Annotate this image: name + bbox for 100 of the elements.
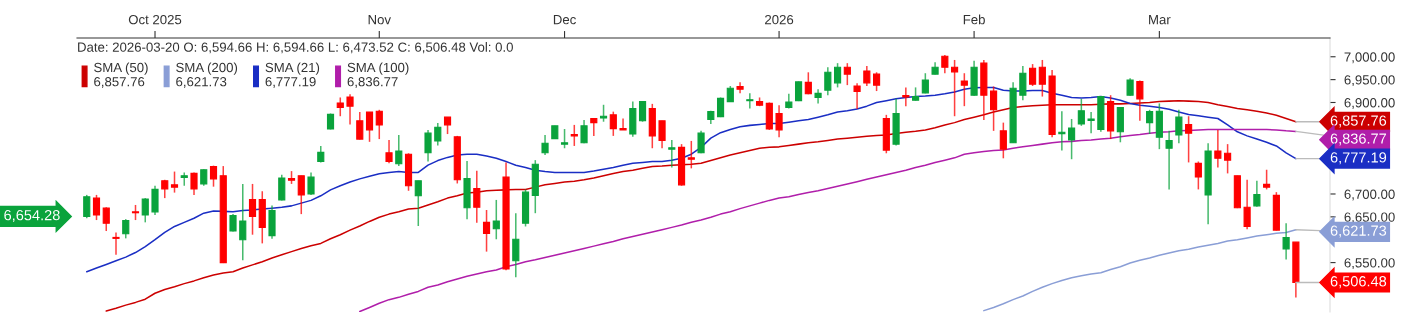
candlestick [170, 170, 179, 194]
text: 6,506.48 [1330, 276, 1387, 289]
candlestick [346, 93, 354, 126]
candlestick [92, 194, 101, 221]
candlestick [151, 184, 159, 216]
candlestick [112, 231, 120, 256]
candlestick [658, 120, 666, 150]
x-tick-label: Feb [963, 14, 985, 25]
candlestick [492, 199, 500, 241]
candlestick [1136, 79, 1144, 122]
candlestick [395, 134, 403, 167]
candlestick [473, 169, 481, 224]
data-label: 6,836.77 [1330, 133, 1387, 146]
candlestick [1077, 98, 1085, 127]
text: 6,836.77 [347, 77, 398, 88]
candlestick [668, 139, 676, 169]
candlestick [307, 171, 315, 196]
candlestick [356, 111, 364, 141]
legend-label: SMA (50) [94, 62, 148, 75]
y-tick-label: 7,000.00 [1344, 52, 1395, 64]
candlestick [619, 117, 627, 131]
candlestick [960, 72, 968, 107]
candlestick [141, 197, 149, 224]
candlestick [180, 171, 188, 187]
candlestick [560, 128, 569, 150]
candlestick [375, 109, 383, 140]
y-tick-label: 6,700.00 [1344, 189, 1395, 201]
candlestick [687, 140, 695, 170]
data-label: 6,777.19 [1330, 152, 1387, 165]
candlestick [1185, 115, 1193, 164]
candlestick [1194, 160, 1202, 191]
legend-label: SMA (100) [347, 62, 409, 75]
candlestick [248, 183, 257, 236]
text: 6,654.28 [4, 209, 60, 223]
candlestick [1087, 111, 1095, 134]
candlestick [863, 65, 871, 87]
candlestick [512, 212, 520, 279]
y-tick-label: 6,900.00 [1344, 98, 1395, 109]
text: 6,777.19 [265, 77, 316, 88]
candlestick [590, 117, 598, 137]
candlestick [1243, 179, 1251, 230]
candlestick [424, 129, 432, 163]
y-tick-label: 6,650.00 [1344, 212, 1395, 224]
candlestick [1214, 129, 1222, 169]
x-tick-label: Dec [553, 15, 576, 25]
candlestick [1253, 179, 1261, 208]
candlestick [853, 82, 861, 110]
candlestick [1068, 118, 1076, 160]
candlestick [843, 62, 851, 86]
text: 6,621.73 [176, 77, 227, 88]
candlestick [434, 122, 442, 147]
candlestick [873, 71, 881, 92]
candlestick [833, 62, 842, 89]
candlestick [239, 183, 247, 262]
legend-label: SMA (200) [176, 62, 238, 75]
candlestick [1146, 109, 1154, 135]
candlestick [414, 179, 422, 227]
y-tick-label: 6,550.00 [1344, 258, 1395, 270]
text: 6,857.76 [94, 77, 145, 88]
legend-label: SMA (21) [265, 62, 320, 75]
candlestick [1175, 109, 1183, 144]
candlestick [609, 110, 617, 137]
candlestick [278, 174, 286, 202]
x-tick-label: Oct 2025 [128, 14, 182, 25]
candlestick [902, 86, 910, 107]
candlestick [297, 174, 305, 215]
candlestick [1038, 59, 1046, 98]
candlestick [1019, 65, 1027, 101]
candlestick [824, 66, 832, 96]
candlestick [482, 209, 491, 253]
candlestick [1224, 143, 1232, 175]
candlestick [941, 54, 949, 74]
candlestick [336, 96, 344, 117]
candlestick [990, 85, 998, 132]
line-series [983, 229, 1297, 312]
candlestick [1029, 63, 1037, 87]
candlestick [746, 92, 754, 110]
candlestick [102, 206, 110, 232]
candlestick [570, 124, 578, 147]
candlestick [1263, 168, 1271, 191]
candlestick [775, 104, 783, 139]
candlestick [541, 134, 549, 156]
candlestick [638, 100, 647, 123]
data-label: 6,857.76 [1330, 115, 1387, 128]
candlestick [1058, 110, 1066, 152]
candlestick [83, 194, 91, 219]
candlestick [1282, 222, 1290, 261]
x-tick-label: 2026 [765, 14, 794, 25]
x-tick-label: Nov [368, 15, 391, 25]
candlestick [365, 111, 374, 143]
annotation: Date: 2026-03-20 O: 6,594.66 H: 6,594.66 L: 6,473.52 C: 6,506.48 Vol: 0.0 [78, 42, 513, 54]
candlestick [1165, 130, 1173, 191]
candlestick [385, 139, 393, 165]
data-label: 6,621.73 [1330, 225, 1387, 238]
candlestick [951, 59, 959, 117]
y-tick-label: 6,950.00 [1344, 75, 1395, 87]
candlestick [190, 171, 198, 196]
x-tick-label: Mar [1149, 15, 1171, 25]
candlestick [999, 121, 1007, 160]
candlestick [921, 72, 929, 95]
